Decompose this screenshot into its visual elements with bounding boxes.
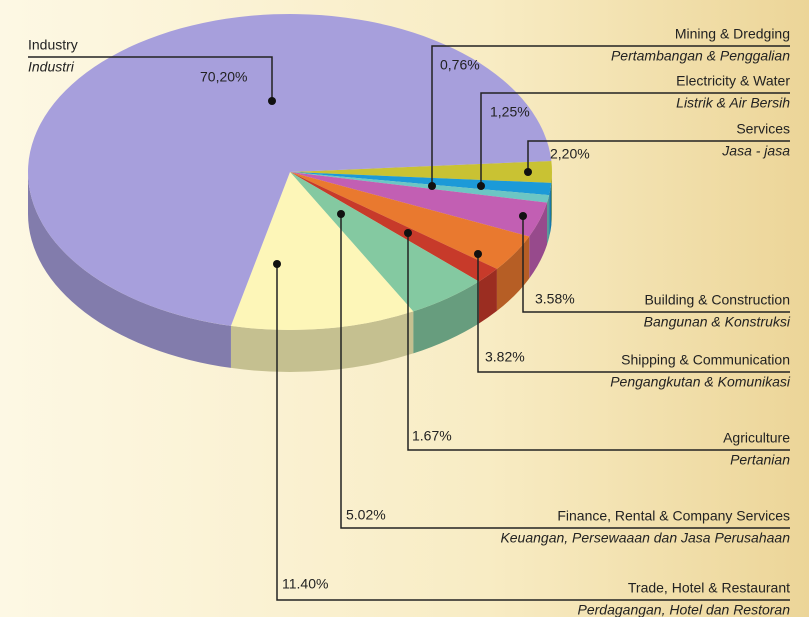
category-translation: Perdagangan, Hotel dan Restoran xyxy=(578,602,791,617)
value-label: 1.67% xyxy=(412,428,452,444)
category-label: Finance, Rental & Company Services xyxy=(557,508,790,524)
slice-side xyxy=(551,172,552,225)
value-label: 3.58% xyxy=(535,291,575,307)
category-label: Services xyxy=(736,121,790,137)
slice-side xyxy=(478,268,497,324)
slice-side xyxy=(549,182,552,238)
category-label: Agriculture xyxy=(723,430,790,446)
value-label: 3.82% xyxy=(485,349,525,365)
leader-line xyxy=(522,216,790,313)
category-translation: Pertanian xyxy=(730,452,790,468)
value-label: 2,20% xyxy=(550,146,590,162)
slice-side xyxy=(28,172,231,368)
category-label: Mining & Dredging xyxy=(675,26,790,42)
slice xyxy=(290,172,548,237)
leader-line xyxy=(527,140,790,172)
category-translation: Pertambangan & Penggalian xyxy=(611,48,790,64)
value-label: 0,76% xyxy=(440,57,480,73)
slice-side xyxy=(547,195,550,245)
value-label: 1,25% xyxy=(490,104,530,120)
leader-line xyxy=(431,45,790,186)
leader-line xyxy=(340,214,790,529)
leader-line xyxy=(276,264,790,601)
value-label: 70,20% xyxy=(200,69,247,85)
leader-dot xyxy=(273,260,281,268)
category-translation: Jasa - jasa xyxy=(721,143,790,159)
leader-dot xyxy=(337,210,345,218)
leader-line xyxy=(480,92,790,186)
leader-dot xyxy=(477,182,485,190)
category-translation: Keuangan, Persewaaan dan Jasa Perusahaan xyxy=(500,530,790,546)
slice-side xyxy=(413,281,479,354)
leader-line xyxy=(477,254,790,373)
leader-line xyxy=(407,233,790,451)
category-translation: Industri xyxy=(28,59,75,75)
slice-side xyxy=(529,202,548,279)
leader-line xyxy=(28,56,273,101)
leader-dot xyxy=(519,212,527,220)
value-label: 11.40% xyxy=(282,576,328,592)
leader-dot xyxy=(428,182,436,190)
category-translation: Bangunan & Konstruksi xyxy=(644,314,791,330)
category-label: Trade, Hotel & Restaurant xyxy=(628,580,790,596)
category-label: Shipping & Communication xyxy=(621,352,790,368)
slice xyxy=(290,172,479,312)
leader-dot xyxy=(474,250,482,258)
leader-dot xyxy=(524,168,532,176)
slice xyxy=(290,160,553,183)
slice xyxy=(290,172,552,196)
category-label: Electricity & Water xyxy=(676,73,790,89)
category-translation: Pengangkutan & Komunikasi xyxy=(610,374,791,390)
category-translation: Listrik & Air Bersih xyxy=(676,95,790,111)
slice xyxy=(27,14,552,326)
slice xyxy=(290,172,530,269)
category-label: Building & Construction xyxy=(644,292,790,308)
leader-dot xyxy=(404,229,412,237)
slice xyxy=(290,172,497,282)
value-label: 5.02% xyxy=(346,507,386,523)
leader-dot xyxy=(268,97,276,105)
category-label: Industry xyxy=(28,37,78,53)
slice xyxy=(290,172,550,203)
slice-side xyxy=(496,236,530,311)
